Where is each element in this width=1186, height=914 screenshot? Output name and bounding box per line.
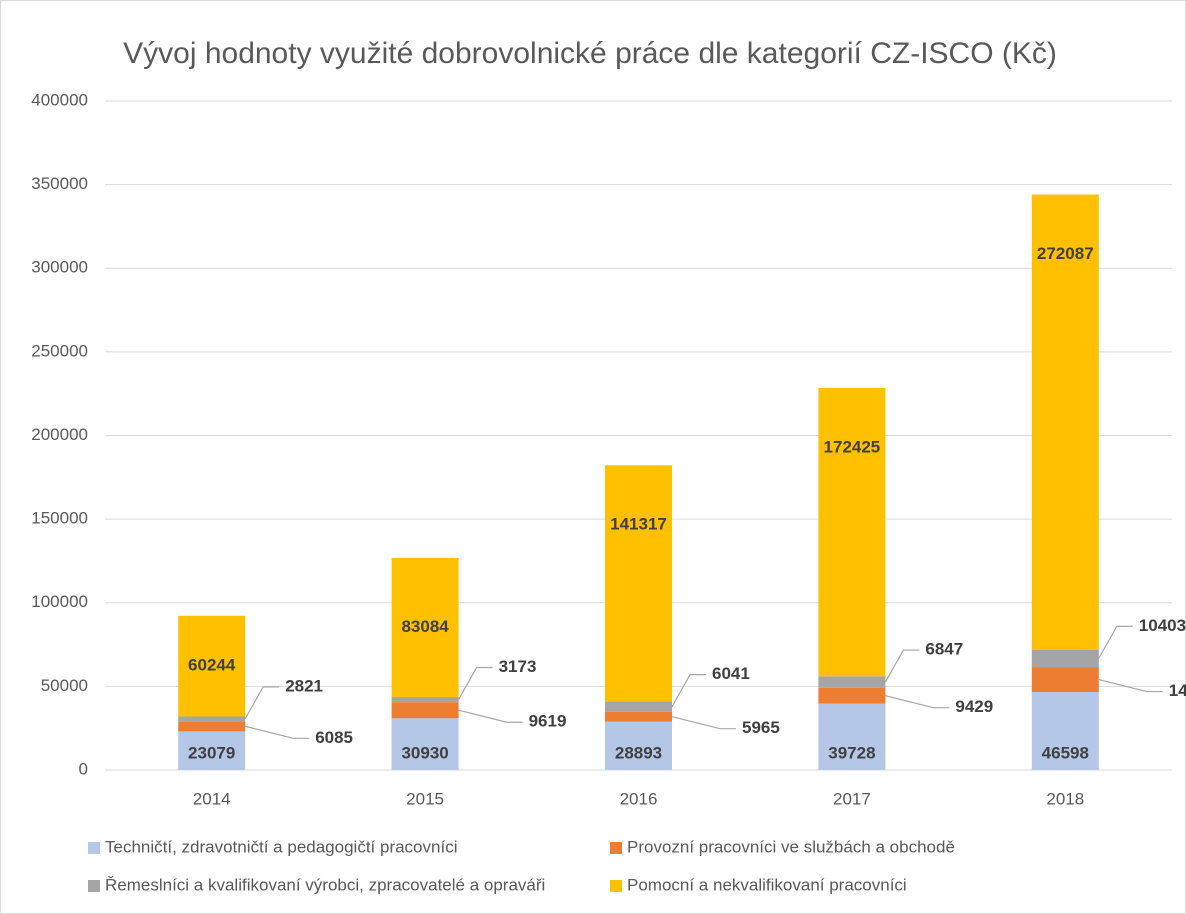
bar-segment	[1031, 649, 1099, 668]
data-label: 3173	[499, 657, 537, 676]
legend-swatch	[610, 842, 622, 854]
bar-segment	[391, 557, 459, 697]
bar-segment	[605, 701, 672, 712]
x-tick-label: 2014	[193, 789, 231, 808]
y-tick-label: 0	[79, 759, 88, 778]
y-tick-label: 300000	[31, 258, 88, 277]
data-label: 6847	[925, 640, 963, 659]
data-label: 141317	[610, 515, 667, 534]
legend-swatch	[88, 842, 100, 854]
data-label: 39728	[828, 743, 875, 762]
bar-segment	[391, 702, 459, 719]
chart-title: Vývoj hodnoty využité dobrovolnické prác…	[123, 37, 1057, 70]
legend-label: Pomocní a nekvalifikovaní pracovníci	[627, 875, 907, 894]
bar-segment	[1031, 667, 1099, 693]
leader-line	[458, 709, 523, 723]
data-label: 172425	[824, 437, 881, 456]
y-tick-label: 150000	[31, 509, 88, 528]
y-tick-label: 100000	[31, 592, 88, 611]
bar-segment	[818, 703, 886, 770]
data-label: 83084	[401, 617, 449, 636]
y-tick-label: 350000	[31, 174, 88, 193]
y-tick-label: 50000	[41, 676, 88, 695]
bar-segment	[605, 711, 672, 722]
bar-segment	[178, 615, 246, 717]
legend-label: Řemeslníci a kvalifikovaní výrobci, zpra…	[105, 875, 545, 894]
bar-segment	[1031, 692, 1099, 770]
data-label: 9429	[955, 697, 993, 716]
bar-segment	[178, 716, 246, 722]
data-label: 5965	[742, 718, 780, 737]
leader-line	[245, 725, 310, 739]
bar-segment	[818, 387, 886, 677]
legend-label: Provozní pracovníci ve službách a obchod…	[627, 837, 955, 856]
data-label: 30930	[401, 743, 448, 762]
data-label: 23079	[188, 743, 235, 762]
x-tick-label: 2016	[620, 789, 658, 808]
legend-swatch	[88, 880, 100, 892]
leader-line	[671, 716, 736, 730]
bar-segment	[818, 676, 886, 688]
bar-segment	[178, 731, 246, 770]
leader-line	[671, 674, 706, 707]
data-label: 28893	[615, 743, 662, 762]
x-tick-label: 2018	[1046, 789, 1084, 808]
data-label: 6041	[712, 664, 750, 683]
data-label: 10403	[1139, 616, 1186, 635]
leader-line	[1098, 678, 1163, 693]
bar-segment	[178, 721, 246, 732]
legend-swatch	[610, 880, 622, 892]
bar-segment	[391, 718, 459, 770]
leader-line	[458, 666, 493, 700]
bar-segment	[605, 465, 672, 702]
y-tick-label: 400000	[31, 90, 88, 109]
data-label: 6085	[315, 728, 353, 747]
leader-line	[885, 695, 950, 709]
bar-segment	[391, 696, 459, 703]
data-label: 272087	[1037, 244, 1094, 263]
leader-line	[884, 649, 920, 683]
x-tick-label: 2015	[406, 789, 444, 808]
data-label: 60244	[188, 656, 236, 675]
y-tick-label: 200000	[31, 425, 88, 444]
bar-segment	[1031, 194, 1099, 650]
bar-segment	[605, 721, 672, 770]
x-tick-label: 2017	[833, 789, 871, 808]
bar-segment	[818, 687, 886, 704]
data-label: 9619	[529, 712, 567, 731]
data-label: 2821	[285, 676, 323, 695]
legend-label: Techničtí, zdravotničtí a pedagogičtí pr…	[105, 837, 457, 856]
data-label: 14958	[1169, 681, 1186, 700]
leader-line	[1098, 625, 1133, 659]
data-label: 46598	[1042, 743, 1089, 762]
leader-line	[244, 686, 280, 720]
y-tick-label: 250000	[31, 341, 88, 360]
